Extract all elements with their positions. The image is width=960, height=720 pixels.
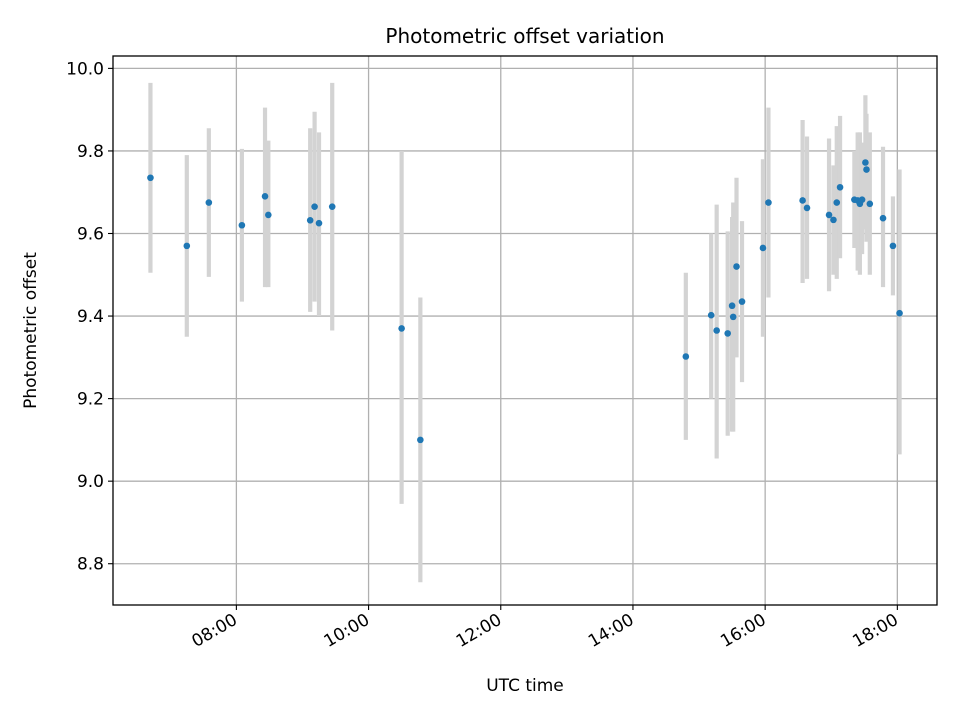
y-tick-label: 9.0 xyxy=(77,472,104,492)
x-tick-label: 16:00 xyxy=(717,610,769,652)
data-point xyxy=(759,244,767,252)
data-point xyxy=(724,330,731,337)
data-point xyxy=(889,242,897,250)
data-point xyxy=(879,214,887,222)
y-tick-label: 9.4 xyxy=(77,307,104,327)
data-point xyxy=(265,211,272,219)
y-tick-label: 10.0 xyxy=(66,59,104,79)
plot-frame xyxy=(112,55,938,606)
data-point xyxy=(803,204,811,212)
data-point xyxy=(183,242,191,250)
y-tick-label: 9.8 xyxy=(77,142,104,162)
data-point xyxy=(713,327,720,334)
x-tick-label: 10:00 xyxy=(321,610,373,652)
y-tick-label: 8.8 xyxy=(77,555,104,575)
data-point xyxy=(315,219,323,227)
error-bars xyxy=(148,82,902,583)
data-point xyxy=(858,196,866,203)
data-point xyxy=(733,263,740,270)
y-tick-label: 9.2 xyxy=(77,390,104,410)
data-point xyxy=(328,203,336,210)
data-point xyxy=(738,298,746,305)
data-point xyxy=(417,436,424,444)
data-point xyxy=(147,174,154,182)
data-point xyxy=(728,302,736,310)
data-point xyxy=(862,159,869,166)
data-point xyxy=(261,193,269,200)
chart-title: Photometric offset variation xyxy=(385,24,664,48)
data-point xyxy=(833,199,841,206)
data-point xyxy=(836,183,844,191)
grid xyxy=(113,56,937,605)
x-tick-label: 12:00 xyxy=(453,610,505,652)
data-point xyxy=(830,216,837,224)
x-tick-label: 14:00 xyxy=(585,610,637,652)
data-point xyxy=(866,200,874,208)
axis-ticks: 08:00 10:00 12:00 14:00 16:00 18:00 8.8 9.0 9.2 9… xyxy=(66,59,902,651)
data-point xyxy=(311,203,318,210)
data-point xyxy=(729,313,737,321)
x-axis-label: UTC time xyxy=(486,676,564,696)
data-point xyxy=(682,353,690,360)
data-point xyxy=(398,325,405,332)
data-point xyxy=(799,197,806,204)
data-point xyxy=(825,211,833,219)
data-point xyxy=(863,166,870,173)
data-point xyxy=(306,216,314,224)
data-point xyxy=(205,199,213,206)
data-point xyxy=(896,309,903,317)
data-point xyxy=(238,221,246,229)
data-point xyxy=(765,199,772,206)
data-point xyxy=(707,311,715,319)
x-tick-label: 18:00 xyxy=(849,610,901,652)
x-tick-label: 08:00 xyxy=(188,610,240,652)
y-tick-label: 9.6 xyxy=(77,224,104,244)
y-axis-label: Photometric offset xyxy=(21,252,41,409)
data-points xyxy=(147,159,903,444)
